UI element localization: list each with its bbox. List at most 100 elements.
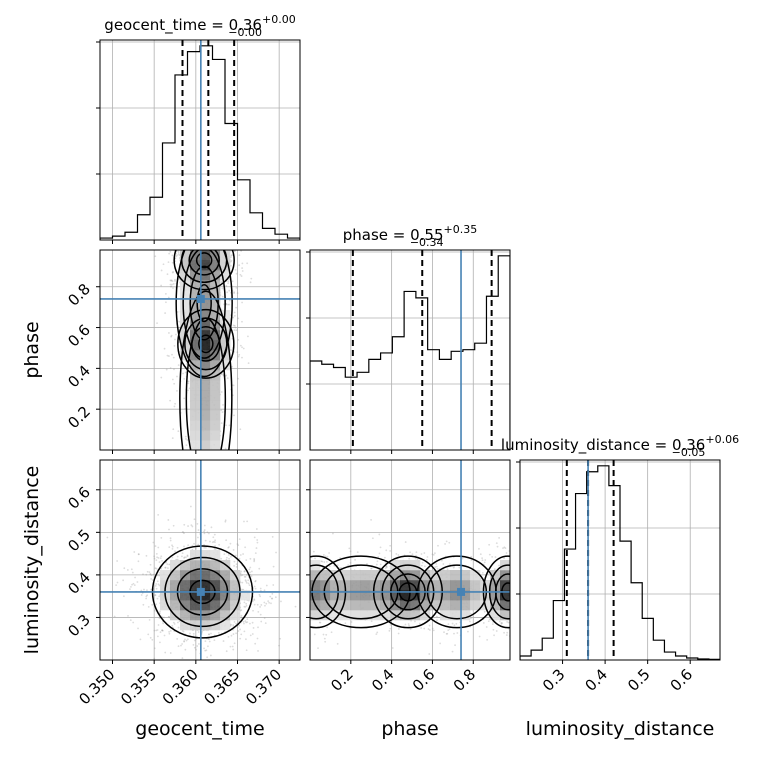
scatter-point <box>271 570 273 572</box>
scatter-point <box>237 355 240 358</box>
scatter-point <box>240 574 242 577</box>
scatter-point <box>436 567 439 570</box>
density-cell <box>180 620 191 631</box>
scatter-point <box>305 614 307 616</box>
scatter-point <box>280 563 282 565</box>
scatter-point <box>137 560 140 563</box>
scatter-point <box>233 291 236 294</box>
scatter-point <box>210 228 212 230</box>
scatter-point <box>195 247 197 249</box>
scatter-point <box>234 326 237 329</box>
scatter-point <box>196 645 199 647</box>
density-cell <box>180 270 191 281</box>
scatter-point <box>521 612 523 614</box>
scatter-point <box>384 567 387 570</box>
panel-title-phase: phase = 0.55+0.35 −0.34 <box>343 223 478 249</box>
scatter-point <box>427 628 430 630</box>
scatter-point <box>461 557 464 560</box>
scatter-point <box>233 565 235 567</box>
scatter-point <box>243 575 246 578</box>
scatter-point <box>522 608 524 610</box>
scatter-point <box>524 580 526 582</box>
scatter-point <box>249 571 251 574</box>
scatter-point <box>317 647 319 650</box>
density-cell <box>180 250 191 261</box>
scatter-point <box>158 574 161 577</box>
scatter-point <box>197 228 199 230</box>
scatter-point <box>113 615 116 618</box>
scatter-point <box>242 347 245 350</box>
scatter-point <box>241 270 244 272</box>
scatter-point <box>513 588 515 590</box>
scatter-point <box>442 563 445 565</box>
labels: 0.20.40.60.80.30.40.50.60.3500.3550.3600… <box>21 280 714 740</box>
scatter-point <box>123 595 125 598</box>
scatter-point <box>204 649 207 652</box>
scatter-point <box>230 634 233 637</box>
density-cell <box>420 580 431 591</box>
scatter-point <box>166 567 169 569</box>
scatter-point <box>275 570 277 572</box>
scatter-point <box>511 616 513 618</box>
scatter-point <box>224 447 227 450</box>
scatter-point <box>322 554 325 556</box>
density-cell <box>380 570 391 581</box>
scatter-point <box>437 544 439 547</box>
scatter-point <box>306 604 308 606</box>
density-cell <box>210 420 221 431</box>
scatter-point <box>158 584 161 587</box>
scatter-point <box>484 559 487 561</box>
scatter-point <box>154 594 157 596</box>
scatter-point <box>184 407 186 410</box>
scatter-point <box>243 520 245 523</box>
density-cell <box>210 410 221 421</box>
scatter-point <box>239 637 242 640</box>
histogram-step-luminosity_distance <box>520 465 720 660</box>
x-axis-label-phase: phase <box>381 718 438 740</box>
scatter-point <box>220 409 223 412</box>
scatter-point <box>229 232 231 234</box>
density-cell <box>370 590 381 601</box>
scatter-point <box>238 538 241 541</box>
scatter-point <box>180 644 182 647</box>
scatter-point <box>225 246 227 248</box>
scatter-point <box>385 565 388 568</box>
scatter-point <box>263 617 266 619</box>
scatter-point <box>303 543 305 545</box>
scatter-point <box>312 550 315 553</box>
scatter-point <box>348 547 351 550</box>
scatter-point <box>440 559 443 562</box>
scatter-point <box>370 620 373 623</box>
density-cell <box>210 360 221 371</box>
panel-title-geocent_time: geocent_time = 0.36+0.00 −0.00 <box>104 13 295 39</box>
scatter-point <box>229 256 232 259</box>
scatter-point <box>514 605 516 607</box>
scatter-point <box>169 250 172 253</box>
scatter-point <box>517 583 519 585</box>
density-cell <box>210 570 221 581</box>
scatter-point <box>536 583 538 585</box>
scatter-point <box>306 613 308 615</box>
scatter-point <box>325 560 328 563</box>
scatter-point <box>189 499 191 501</box>
density-cell <box>160 570 171 581</box>
scatter-point <box>514 587 516 589</box>
scatter-point <box>240 614 243 617</box>
scatter-point <box>511 606 513 608</box>
scatter-point <box>505 552 508 554</box>
scatter-point <box>196 247 198 249</box>
scatter-point <box>314 557 316 560</box>
y-tick-label: 0.4 <box>64 362 94 392</box>
scatter-point <box>170 334 173 337</box>
density-cell <box>500 580 510 591</box>
scatter-point <box>183 640 186 643</box>
density-cell <box>200 550 211 561</box>
scatter-point <box>527 564 529 566</box>
contour-line <box>196 283 212 323</box>
scatter-point <box>224 519 227 522</box>
scatter-point <box>168 252 171 255</box>
scatter-point <box>241 320 243 323</box>
scatter-point <box>174 280 176 282</box>
scatter-point <box>231 280 234 283</box>
scatter-point <box>349 561 352 564</box>
